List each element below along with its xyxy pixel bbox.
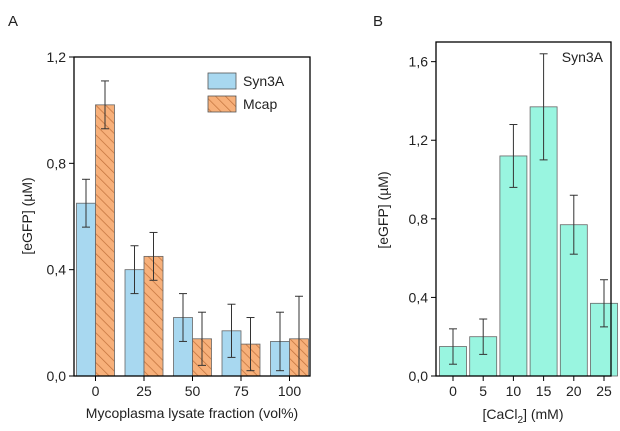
x-axis-label-a: Mycoplasma lysate fraction (vol%) — [86, 405, 298, 421]
plot-area-a — [73, 56, 311, 377]
panel-a-label: A — [8, 13, 18, 30]
x-tick-label-b-4: 20 — [566, 383, 582, 399]
x-tick-label-b-3: 15 — [536, 383, 552, 399]
x-tick-label-a-4: 100 — [278, 383, 302, 399]
y-axis-label-b: [eGFP] (µM) — [375, 171, 391, 248]
x-tick-label-a-2: 50 — [185, 383, 201, 399]
x-tick-label-a-1: 25 — [136, 383, 152, 399]
y-axis-label-a: [eGFP] (µM) — [19, 177, 35, 254]
annotation-b: Syn3A — [562, 49, 604, 65]
y-tick-label-a-1: 0,4 — [47, 262, 67, 278]
x-tick-label-a-3: 75 — [233, 383, 249, 399]
panel-b-label: B — [373, 13, 383, 30]
y-tick-label-a-3: 1,2 — [47, 49, 67, 65]
legend-label-syn3a: Syn3A — [243, 73, 285, 89]
bar-syn3a-0 — [76, 202, 96, 377]
x-tick-label-b-0: 0 — [449, 383, 457, 399]
x-tick-label-b-2: 10 — [506, 383, 522, 399]
y-tick-label-a-2: 0,8 — [47, 155, 67, 171]
y-tick-label-a-0: 0,0 — [47, 368, 67, 384]
x-axis-label-b-tail: ] (mM) — [523, 406, 563, 422]
legend-swatch-mcap — [207, 95, 237, 113]
x-tick-label-a-0: 0 — [92, 383, 100, 399]
x-axis-label-b: [CaCl2] (mM) — [482, 406, 563, 426]
chart-a: 0,0 0,4 0,8 1,2 0 25 50 75 100 — [47, 49, 309, 399]
plot-area-b — [435, 41, 612, 377]
y-tick-label-b-4: 1,6 — [409, 54, 429, 70]
x-axis-label-b-main: [CaCl — [482, 406, 517, 422]
legend-label-mcap: Mcap — [243, 96, 277, 112]
x-tick-label-b-1: 5 — [479, 383, 487, 399]
bar-mcap-0 — [95, 104, 115, 377]
x-tick-label-b-5: 25 — [596, 383, 612, 399]
y-tick-label-b-0: 0,0 — [409, 368, 429, 384]
legend-swatch-syn3a — [207, 72, 237, 90]
y-tick-label-b-3: 1,2 — [409, 132, 429, 148]
y-tick-label-b-1: 0,4 — [409, 289, 429, 305]
bar-cacl2-10 — [499, 155, 528, 377]
x-axis-label-b-sub: 2 — [518, 415, 524, 426]
y-tick-label-b-2: 0,8 — [409, 211, 429, 227]
chart-b: 0,0 0,4 0,8 1,2 1,6 0 5 10 15 20 25 — [409, 53, 618, 399]
